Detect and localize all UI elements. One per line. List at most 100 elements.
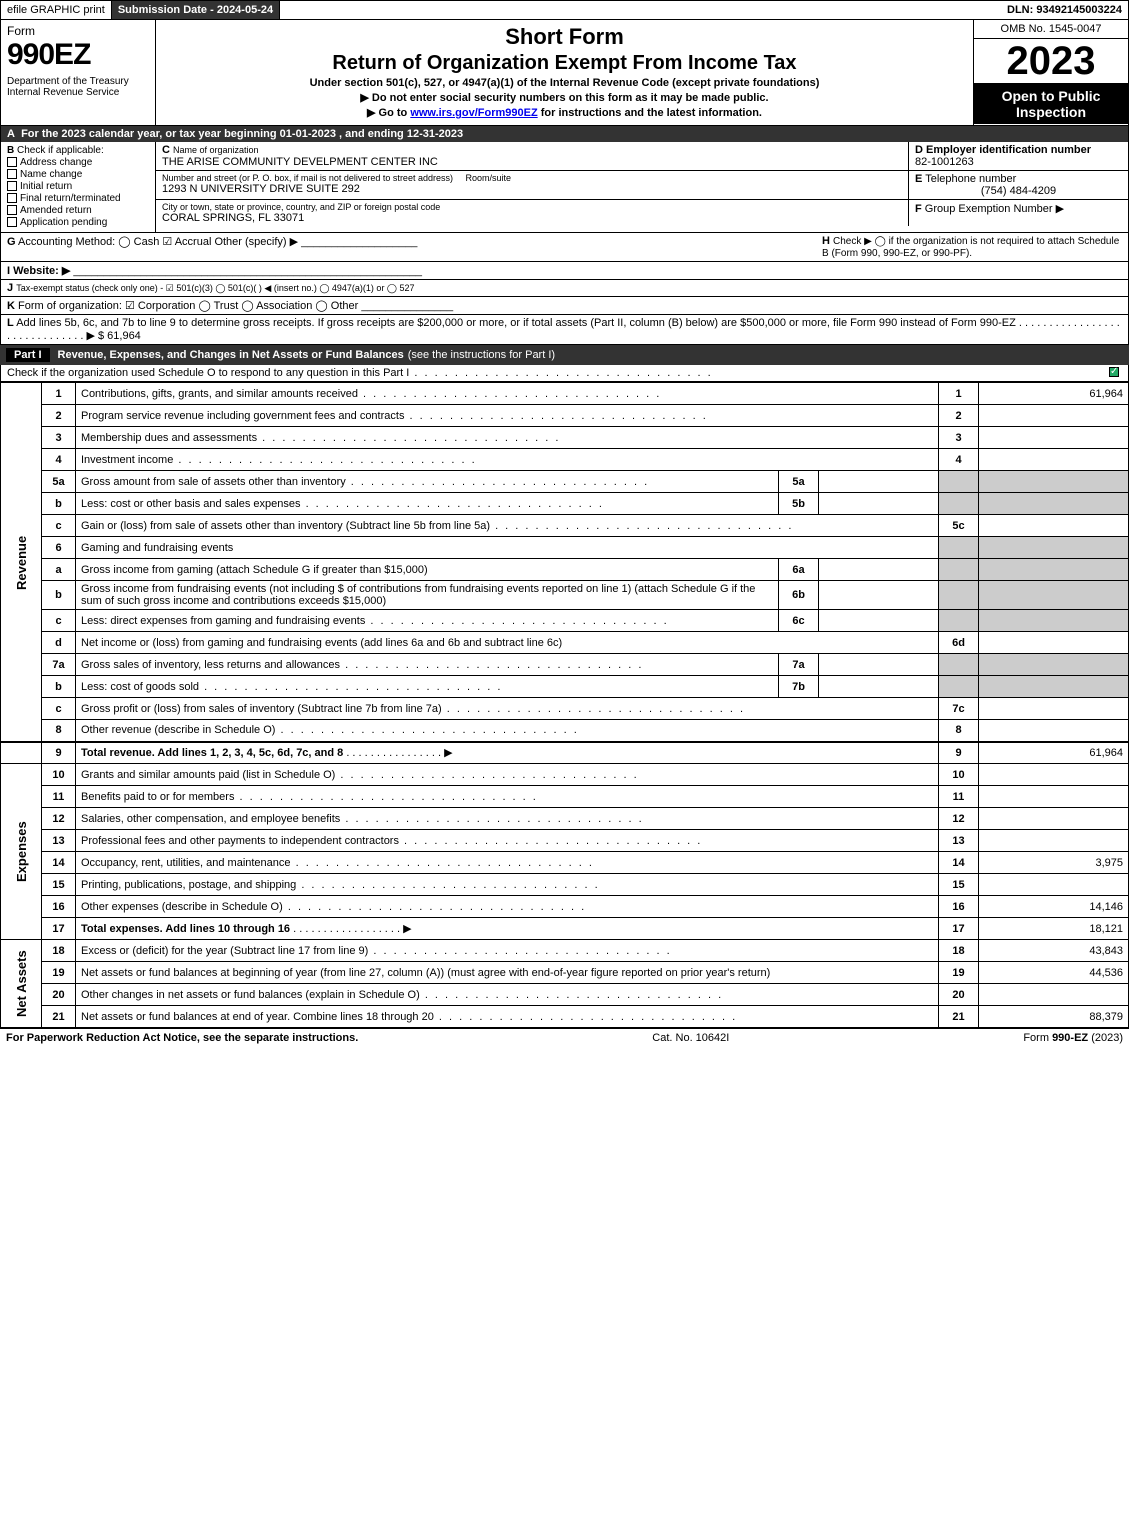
goto-pre: ▶ Go to bbox=[367, 107, 410, 119]
line-1-val: 61,964 bbox=[979, 383, 1129, 405]
line-19-desc: Net assets or fund balances at beginning… bbox=[76, 962, 939, 984]
chk-initial-return[interactable]: Initial return bbox=[7, 181, 149, 192]
line-17-desc: Total expenses. Add lines 10 through 16 bbox=[81, 923, 290, 935]
line-8-num: 8 bbox=[939, 720, 979, 742]
line-6c-desc: Less: direct expenses from gaming and fu… bbox=[76, 610, 779, 632]
chk-application-pending[interactable]: Application pending bbox=[7, 217, 149, 228]
line-19-num: 19 bbox=[939, 962, 979, 984]
tax-year: 2023 bbox=[974, 39, 1128, 83]
l-amount: ▶ $ 61,964 bbox=[86, 330, 140, 342]
line-15-num: 15 bbox=[939, 874, 979, 896]
col-b: B Check if applicable: Address change Na… bbox=[1, 142, 156, 232]
chk-name-change[interactable]: Name change bbox=[7, 169, 149, 180]
line-3-num: 3 bbox=[939, 427, 979, 449]
letter-j: J bbox=[7, 282, 13, 294]
line-6c-sub: 6c bbox=[779, 610, 819, 632]
top-bar: efile GRAPHIC print Submission Date - 20… bbox=[0, 0, 1129, 20]
footer-left: For Paperwork Reduction Act Notice, see … bbox=[6, 1032, 358, 1044]
f-label: Group Exemption Number bbox=[925, 203, 1053, 215]
line-7a-sub: 7a bbox=[779, 654, 819, 676]
letter-l: L bbox=[7, 317, 14, 329]
line-14-desc: Occupancy, rent, utilities, and maintena… bbox=[76, 852, 939, 874]
form-header: Form 990EZ Department of the Treasury In… bbox=[0, 20, 1129, 126]
line-16-val: 14,146 bbox=[979, 896, 1129, 918]
phone: (754) 484-4209 bbox=[915, 185, 1122, 197]
f-arrow: ▶ bbox=[1056, 203, 1064, 215]
line-6d-num: 6d bbox=[939, 632, 979, 654]
line-7c-desc: Gross profit or (loss) from sales of inv… bbox=[76, 698, 939, 720]
part-i-check-text: Check if the organization used Schedule … bbox=[7, 367, 1106, 379]
chk-address-change[interactable]: Address change bbox=[7, 157, 149, 168]
line-3-val bbox=[979, 427, 1129, 449]
line-3-desc: Membership dues and assessments bbox=[76, 427, 939, 449]
part-i-note: (see the instructions for Part I) bbox=[408, 349, 555, 361]
line-9-val: 61,964 bbox=[979, 742, 1129, 764]
line-a-text: For the 2023 calendar year, or tax year … bbox=[21, 128, 463, 140]
dept-label: Department of the Treasury Internal Reve… bbox=[7, 76, 149, 98]
accounting-method: Accounting Method: ◯ Cash ☑ Accrual Othe… bbox=[18, 236, 298, 248]
h-text: Check ▶ ◯ if the organization is not req… bbox=[822, 236, 1119, 259]
subtitle: Under section 501(c), 527, or 4947(a)(1)… bbox=[162, 77, 967, 89]
city: CORAL SPRINGS, FL 33071 bbox=[162, 212, 902, 224]
line-6b-desc: Gross income from fundraising events (no… bbox=[76, 581, 779, 610]
side-revenue: Revenue bbox=[1, 383, 42, 742]
line-10-num: 10 bbox=[939, 764, 979, 786]
line-20-desc: Other changes in net assets or fund bala… bbox=[76, 984, 939, 1006]
letter-h: H bbox=[822, 235, 830, 247]
footer-mid: Cat. No. 10642I bbox=[652, 1032, 729, 1044]
part-i-label: Part I bbox=[6, 348, 50, 362]
letter-k: K bbox=[7, 300, 15, 312]
dln: DLN: 93492145003224 bbox=[1001, 1, 1128, 19]
e-label: Telephone number bbox=[925, 173, 1016, 185]
line-7c-num: 7c bbox=[939, 698, 979, 720]
line-5c-desc: Gain or (loss) from sale of assets other… bbox=[76, 515, 939, 537]
line-1-num: 1 bbox=[939, 383, 979, 405]
line-10-desc: Grants and similar amounts paid (list in… bbox=[76, 764, 939, 786]
line-2-desc: Program service revenue including govern… bbox=[76, 405, 939, 427]
street: 1293 N UNIVERSITY DRIVE SUITE 292 bbox=[162, 183, 902, 195]
line-21-val: 88,379 bbox=[979, 1006, 1129, 1028]
line-15-desc: Printing, publications, postage, and shi… bbox=[76, 874, 939, 896]
chk-final-return[interactable]: Final return/terminated bbox=[7, 193, 149, 204]
line-11-desc: Benefits paid to or for members bbox=[76, 786, 939, 808]
b-label: Check if applicable: bbox=[17, 145, 104, 156]
line-14-num: 14 bbox=[939, 852, 979, 874]
line-9-desc: Total revenue. Add lines 1, 2, 3, 4, 5c,… bbox=[81, 747, 343, 759]
line-17-val: 18,121 bbox=[979, 918, 1129, 940]
line-a: A For the 2023 calendar year, or tax yea… bbox=[1, 126, 1128, 142]
schedule-o-checkbox[interactable] bbox=[1109, 367, 1119, 377]
letter-a: A bbox=[7, 128, 15, 140]
street-label: Number and street (or P. O. box, if mail… bbox=[162, 173, 453, 183]
line-21-num: 21 bbox=[939, 1006, 979, 1028]
letter-f: F bbox=[915, 203, 922, 215]
line-8-desc: Other revenue (describe in Schedule O) bbox=[76, 720, 939, 742]
short-form-title: Short Form bbox=[162, 24, 967, 50]
letter-b: B bbox=[7, 145, 14, 156]
irs-link[interactable]: www.irs.gov/Form990EZ bbox=[410, 107, 537, 119]
letter-i: I bbox=[7, 265, 10, 277]
omb-number: OMB No. 1545-0047 bbox=[974, 20, 1128, 39]
line-7b-sub: 7b bbox=[779, 676, 819, 698]
d-label: Employer identification number bbox=[926, 144, 1091, 156]
efile-print[interactable]: efile GRAPHIC print bbox=[1, 1, 112, 19]
line-4-num: 4 bbox=[939, 449, 979, 471]
footer-right: Form 990-EZ (2023) bbox=[1023, 1032, 1123, 1044]
line-17-num: 17 bbox=[939, 918, 979, 940]
warning-line: ▶ Do not enter social security numbers o… bbox=[162, 91, 967, 104]
part-i-header: Part I Revenue, Expenses, and Changes in… bbox=[0, 345, 1129, 365]
l-text: Add lines 5b, 6c, and 7b to line 9 to de… bbox=[16, 317, 1016, 329]
lines-table: Revenue 1Contributions, gifts, grants, a… bbox=[0, 382, 1129, 1028]
line-5a-sub: 5a bbox=[779, 471, 819, 493]
line-5c-num: 5c bbox=[939, 515, 979, 537]
chk-amended-return[interactable]: Amended return bbox=[7, 205, 149, 216]
line-7b-desc: Less: cost of goods sold bbox=[76, 676, 779, 698]
line-1-desc: Contributions, gifts, grants, and simila… bbox=[76, 383, 939, 405]
letter-e: E bbox=[915, 173, 922, 185]
line-12-desc: Salaries, other compensation, and employ… bbox=[76, 808, 939, 830]
line-4-desc: Investment income bbox=[76, 449, 939, 471]
org-name: THE ARISE COMMUNITY DEVELPMENT CENTER IN… bbox=[162, 156, 902, 168]
side-expenses: Expenses bbox=[1, 764, 42, 940]
line-6d-desc: Net income or (loss) from gaming and fun… bbox=[76, 632, 939, 654]
tax-exempt-status: Tax-exempt status (check only one) - ☑ 5… bbox=[16, 283, 414, 293]
line-18-val: 43,843 bbox=[979, 940, 1129, 962]
